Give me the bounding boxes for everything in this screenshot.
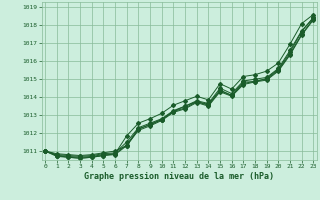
X-axis label: Graphe pression niveau de la mer (hPa): Graphe pression niveau de la mer (hPa) bbox=[84, 172, 274, 181]
